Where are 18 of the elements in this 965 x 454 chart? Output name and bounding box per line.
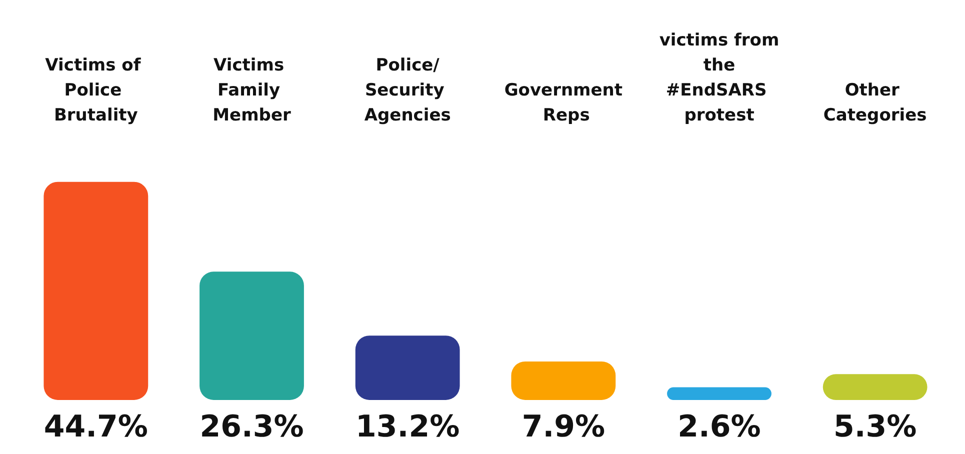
data-label: 13.2% (356, 410, 460, 444)
x-tick-label: Government Reps (504, 80, 623, 126)
data-label: 26.3% (200, 410, 304, 444)
data-label: 44.7% (44, 410, 148, 444)
data-label: 5.3% (833, 410, 917, 444)
data-label: 7.9% (522, 410, 606, 444)
x-tick-label: victims from the #EndSARS protest (659, 30, 780, 126)
x-tick-label: Victims of Police Brutality (45, 56, 147, 126)
bar (355, 336, 460, 400)
bar (44, 182, 148, 400)
bar (200, 272, 304, 400)
bar (822, 374, 928, 400)
x-tick-label: Victims Family Member (212, 56, 292, 126)
data-label: 2.6% (678, 410, 761, 444)
bar (667, 387, 772, 400)
x-tick-label: Other Categories (823, 80, 927, 126)
x-tick-label: Police/Security Agencies (364, 56, 451, 126)
bar (511, 361, 616, 400)
